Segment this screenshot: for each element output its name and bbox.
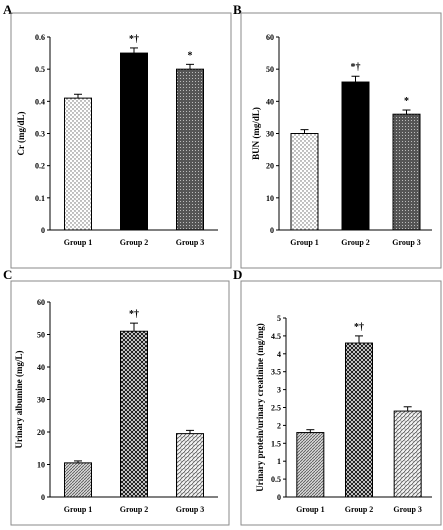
significance-marker: *†: [129, 34, 139, 45]
panel-frame: [240, 12, 442, 269]
bar-group-1: [290, 133, 319, 231]
y-tick-label: 5: [277, 314, 281, 323]
panel-frame: [10, 280, 230, 526]
y-tick-label: 0.2: [35, 162, 45, 171]
y-tick-label: 0.1: [35, 194, 45, 203]
y-tick-label: 0.6: [35, 33, 45, 42]
x-tick-label: Group 1: [64, 238, 93, 247]
chart-panel-cr: 0 0.1 0.2 0.3 0.4 0.5 0.6 Cr (mg/dL) Group 1 *† Gr…: [10, 12, 232, 269]
panel-letter-c: C: [3, 267, 12, 282]
x-tick-label: Group 2: [345, 505, 374, 514]
bar-group-3: [393, 410, 422, 498]
x-tick-label: Group 2: [120, 505, 149, 514]
y-tick-label: 10: [37, 461, 45, 470]
y-tick-label: 0.4: [35, 97, 45, 106]
significance-marker: *: [188, 50, 193, 61]
y-tick-label: 0: [41, 493, 45, 502]
chart-panel-urinary-albumine: 0 10 20 30 40 50 60 Urinary albumine (mg/L) Grou…: [10, 280, 230, 526]
y-tick-label: 0: [270, 226, 274, 235]
y-axis-label: Urinary protein/urinary creatinine (mg/m…: [255, 323, 265, 491]
significance-marker: *†: [351, 62, 361, 73]
x-tick-label: Group 1: [64, 505, 93, 514]
y-tick-label: 60: [266, 33, 274, 42]
x-tick-label: Group 3: [392, 238, 421, 247]
chart-panel-bun: 0 10 20 30 40 50 60 BUN (mg/dL) Group 1 *† Group 2…: [240, 12, 442, 269]
x-tick-label: Group 1: [290, 238, 319, 247]
y-tick-label: 4.5: [271, 332, 281, 341]
y-tick-label: 10: [266, 194, 274, 203]
bar-group-3: [392, 113, 421, 231]
y-tick-label: 50: [266, 65, 274, 74]
panel-frame: [10, 12, 232, 269]
y-tick-label: 20: [266, 162, 274, 171]
bar-group-2: [341, 81, 370, 231]
y-tick-label: 3: [277, 386, 281, 395]
y-tick-label: 1.5: [271, 439, 281, 448]
bar-group-2: [345, 342, 373, 498]
bar-group-1: [296, 432, 325, 498]
y-tick-label: 4: [277, 350, 281, 359]
y-tick-label: 30: [266, 130, 274, 139]
bar-group-1: [64, 97, 92, 231]
x-tick-label: Group 2: [341, 238, 370, 247]
bar-group-3: [176, 433, 204, 498]
y-tick-label: 0: [277, 493, 281, 502]
significance-marker: *: [404, 96, 409, 107]
x-tick-label: Group 3: [176, 238, 205, 247]
x-tick-label: Group 3: [176, 505, 205, 514]
y-axis-label: Urinary albumine (mg/L): [14, 350, 24, 448]
y-tick-label: 0.3: [35, 130, 45, 139]
bar-group-2: [120, 330, 148, 498]
chart-panel-urinary-protein-creatinine: 0 0.5 1 1.5 2 2.5 3 3.5 4 4.5 5 Urinary protein/uri…: [240, 280, 442, 526]
panel-letter-d: D: [233, 267, 242, 282]
x-tick-label: Group 1: [296, 505, 325, 514]
y-tick-label: 0.5: [271, 475, 281, 484]
panel-frame: [240, 280, 442, 526]
significance-marker: *†: [129, 309, 139, 320]
significance-marker: *†: [354, 322, 364, 333]
bar-group-2: [120, 52, 148, 231]
x-tick-label: Group 2: [120, 238, 149, 247]
y-axis-label: BUN (mg/dL): [251, 107, 261, 160]
y-tick-label: 3.5: [271, 368, 281, 377]
y-tick-label: 30: [37, 396, 45, 405]
y-tick-label: 0.5: [35, 65, 45, 74]
x-tick-label: Group 3: [393, 505, 422, 514]
y-tick-label: 40: [266, 97, 274, 106]
y-axis-label: Cr (mg/dL): [16, 111, 26, 155]
y-tick-label: 20: [37, 428, 45, 437]
y-tick-label: 0: [41, 226, 45, 235]
y-tick-label: 2: [277, 421, 281, 430]
y-tick-label: 60: [37, 298, 45, 307]
bar-group-3: [176, 68, 204, 231]
y-tick-label: 50: [37, 331, 45, 340]
y-tick-label: 1: [277, 457, 281, 466]
panel-letter-a: A: [3, 2, 13, 17]
bar-group-1: [64, 462, 92, 498]
y-tick-label: 40: [37, 363, 45, 372]
panel-letter-b: B: [233, 2, 242, 17]
y-tick-label: 2.5: [271, 404, 281, 413]
